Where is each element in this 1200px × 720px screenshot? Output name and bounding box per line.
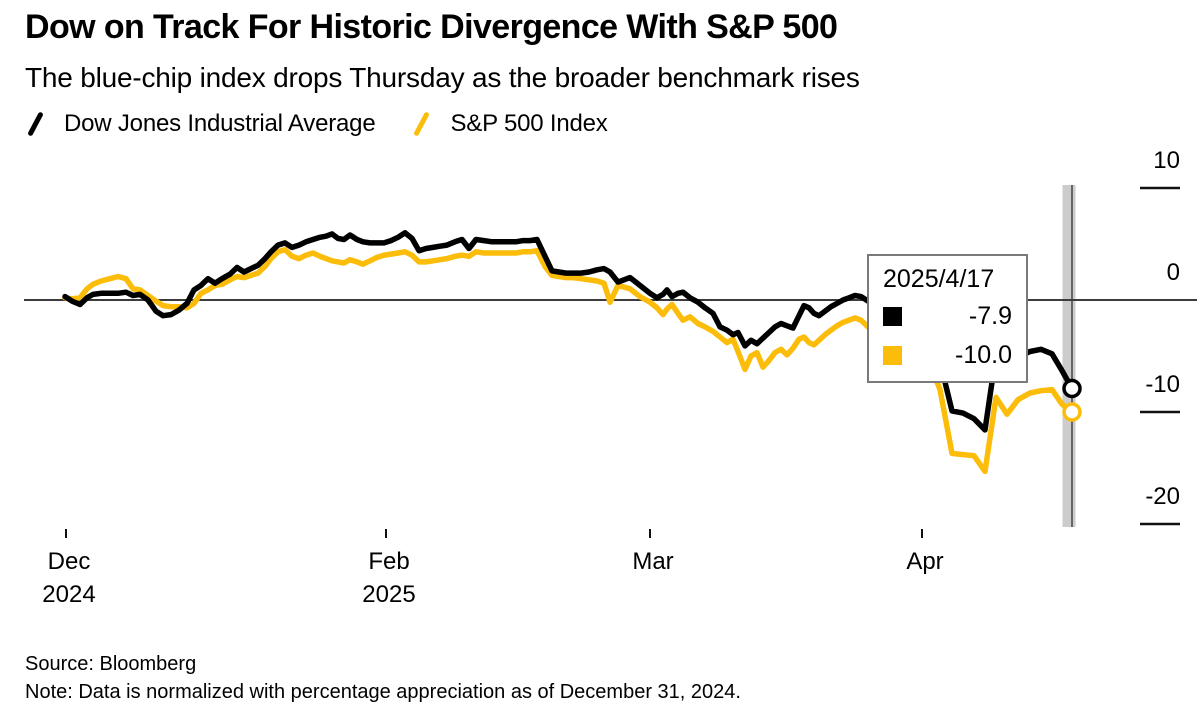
source-text: Source: Bloomberg [25,653,197,675]
tooltip-row-dow: -7.9 [883,299,1012,335]
note-text: Note: Data is normalized with percentage… [25,681,741,703]
tooltip-dow-swatch [883,307,902,326]
tooltip-row-spx: -10.0 [883,337,1012,373]
legend-item-spx[interactable]: S&P 500 Index [413,110,608,138]
legend-item-dow[interactable]: Dow Jones Industrial Average [27,110,376,138]
chart-subtitle: The blue-chip index drops Thursday as th… [25,62,860,93]
crosshair-cursor-bar[interactable] [1062,185,1076,527]
tooltip-date: 2025/4/17 [883,265,995,293]
spx-line[interactable] [62,246,1075,475]
y-tick-label: 0 [1166,259,1180,286]
page-title: Dow on Track For Historic Divergence Wit… [25,8,838,46]
x-tick-label: Apr [906,548,944,575]
x-tick-label: Feb 2025 [362,548,416,608]
tooltip-spx-value: -10.0 [955,340,1012,369]
y-tick-label: -20 [1145,483,1180,510]
tooltip-spx-swatch [883,345,902,365]
legend-label-spx: S&P 500 Index [450,110,608,137]
dow-line[interactable] [62,230,1075,433]
y-tick-label: -10 [1145,371,1180,398]
y-tick-label: 10 [1153,147,1180,174]
x-tick-label: Mar [632,548,674,575]
dow-endpoint-marker [1062,378,1082,399]
legend-label-dow: Dow Jones Industrial Average [64,110,376,137]
tooltip-dow-value: -7.9 [968,302,1012,330]
legend: Dow Jones Industrial Average S&P 500 Ind… [27,110,608,138]
spx-endpoint-marker [1062,402,1082,422]
tooltip: 2025/4/17 -7.9 -10.0 [867,254,1028,383]
x-tick-label: Dec 2024 [42,548,96,608]
